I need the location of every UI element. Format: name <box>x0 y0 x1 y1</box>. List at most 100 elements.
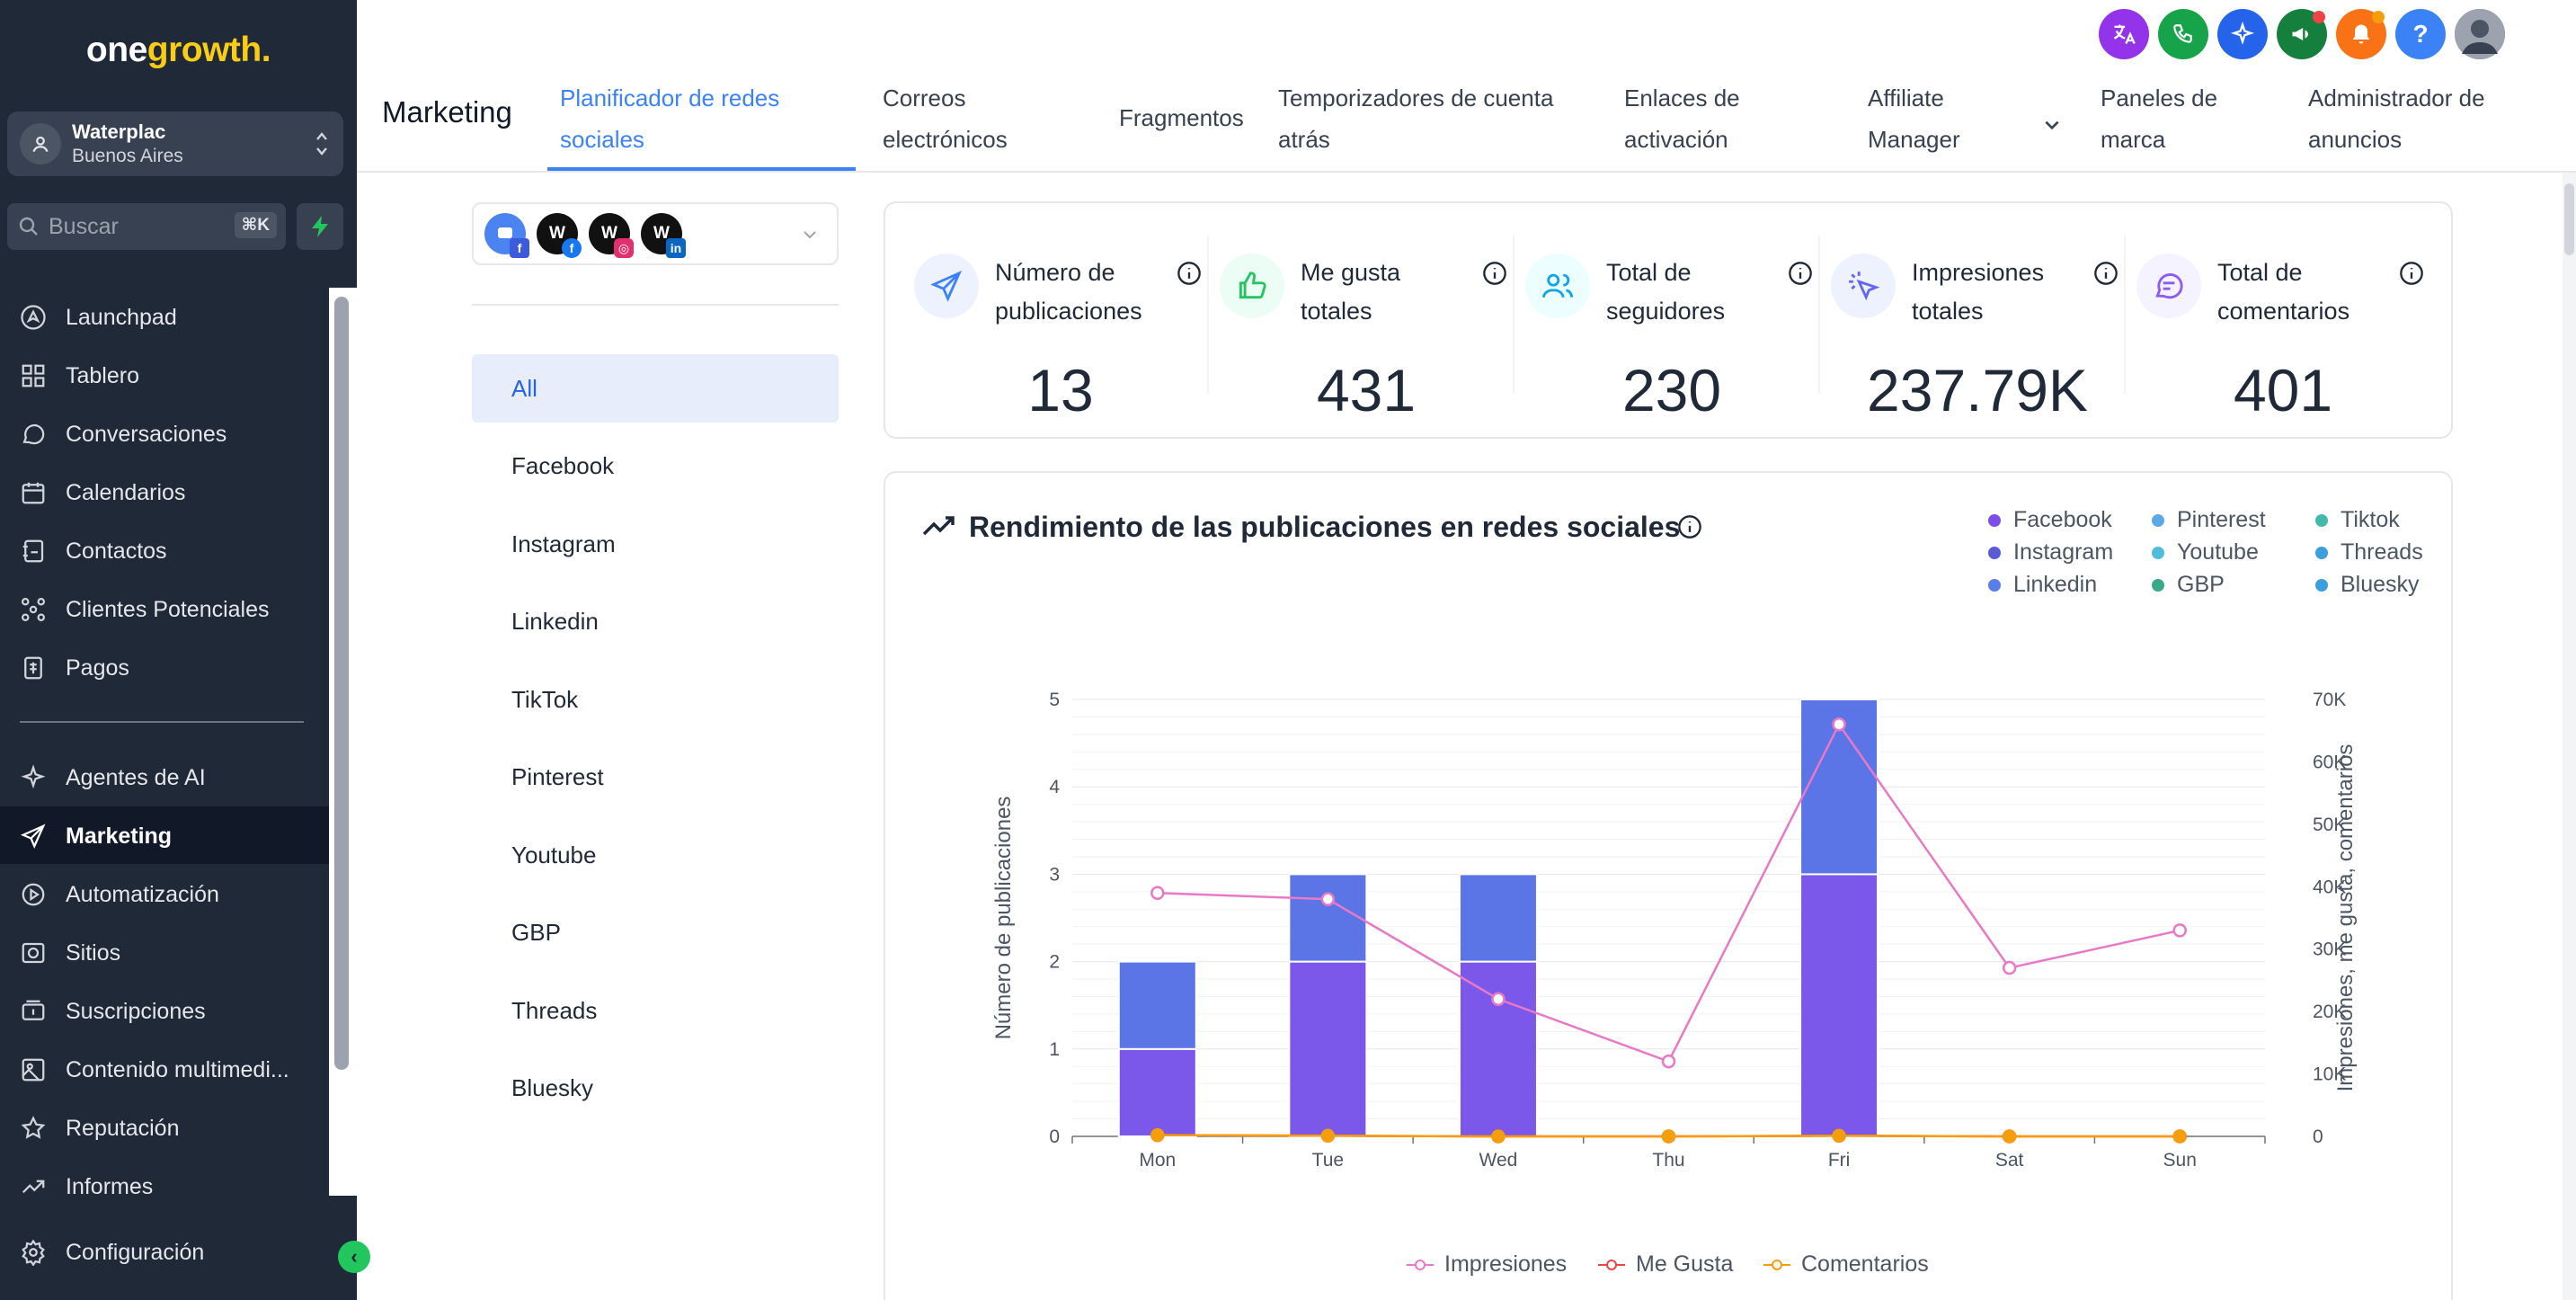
point-impresiones <box>2002 960 2017 975</box>
legend-item-pinterest[interactable]: Pinterest <box>2152 507 2266 533</box>
quick-action-button[interactable] <box>297 203 343 250</box>
notifications-button[interactable] <box>2336 9 2386 59</box>
point-comentarios <box>1150 1127 1165 1143</box>
filter-gbp[interactable]: GBP <box>511 919 561 946</box>
sidebar-item-label: Agentes de AI <box>66 765 206 790</box>
phone-button[interactable] <box>2158 9 2208 59</box>
tab-label-line1: Planificador de redes <box>560 85 780 111</box>
sidebar-item-informes[interactable]: Informes <box>0 1157 329 1215</box>
sidebar-item-calendarios[interactable]: Calendarios <box>0 463 329 521</box>
sidebar-item-contactos[interactable]: Contactos <box>0 521 329 579</box>
translate-button[interactable] <box>2099 9 2149 59</box>
tab-administrador-de-anuncios[interactable]: Administrador de anuncios <box>2308 77 2485 160</box>
main-scrollbar[interactable] <box>2563 173 2576 1300</box>
sidebar-item-reputacion[interactable]: Reputación <box>0 1099 329 1156</box>
info-icon[interactable] <box>2399 261 2424 290</box>
sidebar-scrollbar[interactable] <box>334 297 349 1070</box>
filter-instagram[interactable]: Instagram <box>511 530 616 557</box>
bar-linkedin <box>1288 873 1368 963</box>
translate-icon <box>2113 24 2136 44</box>
filter-all[interactable]: All <box>472 354 839 423</box>
sidebar-item-marketing[interactable]: Marketing <box>0 806 329 864</box>
info-icon[interactable] <box>1482 261 1507 290</box>
avatar-letter: W <box>653 224 670 243</box>
sidebar-item-sitios[interactable]: Sitios <box>0 923 329 981</box>
collapse-sidebar-button[interactable]: ‹ <box>338 1241 370 1273</box>
legend-item-gbp[interactable]: GBP <box>2152 572 2225 598</box>
sidebar-item-automatizacion[interactable]: Automatización <box>0 865 329 922</box>
sidebar-item-launchpad[interactable]: Launchpad <box>0 288 329 345</box>
y-tick-label: 2 <box>1049 952 1060 973</box>
brand-logo[interactable]: onegrowth. <box>0 31 357 70</box>
tab-planificador-de-redes-sociales[interactable]: Planificador de redes sociales <box>560 77 779 160</box>
help-button[interactable]: ? <box>2395 9 2446 59</box>
tab-temporizadores-de-cuenta-atras[interactable]: Temporizadores de cuenta atrás <box>1278 77 1553 160</box>
tab-enlaces-de-activacion[interactable]: Enlaces de activación <box>1624 77 1740 160</box>
legend-label: Facebook <box>2013 507 2112 532</box>
filter-tiktok[interactable]: TikTok <box>511 685 579 713</box>
account-avatar-group: f <box>484 213 529 258</box>
legend-item-linkedin[interactable]: Linkedin <box>1988 572 2097 598</box>
legend-swatch <box>1988 513 2001 527</box>
sidebar-item-contenido-multimedi[interactable]: Contenido multimedi... <box>0 1040 329 1098</box>
legend-item-me-gusta[interactable]: Me Gusta <box>1598 1251 1733 1278</box>
filter-linkedin[interactable]: Linkedin <box>511 608 599 635</box>
filter-facebook[interactable]: Facebook <box>511 452 615 479</box>
info-icon[interactable] <box>1677 514 1702 544</box>
sidebar-item-pagos[interactable]: Pagos <box>0 638 329 696</box>
info-icon[interactable] <box>1788 261 1813 290</box>
sidebar-item-label: Conversaciones <box>66 422 227 447</box>
sidebar-item-suscripciones[interactable]: Suscripciones <box>0 982 329 1039</box>
top-bar: Marketing Planificador de redes sociales C… <box>357 0 2576 173</box>
sidebar-item-settings[interactable]: Configuración <box>0 1223 329 1280</box>
account-switcher[interactable]: Waterplac Buenos Aires <box>7 111 343 176</box>
filter-pinterest[interactable]: Pinterest <box>511 763 604 790</box>
filter-youtube[interactable]: Youtube <box>511 841 597 868</box>
legend-item-instagram[interactable]: Instagram <box>1988 539 2113 565</box>
legend-item-impresiones[interactable]: Impresiones <box>1407 1251 1567 1278</box>
legend-item-bluesky[interactable]: Bluesky <box>2315 572 2420 598</box>
stat-divider <box>1818 236 1820 394</box>
stat-value: 431 <box>1316 357 1417 423</box>
tab-affiliate-manager[interactable]: Affiliate Manager <box>1868 77 2059 160</box>
user-avatar[interactable] <box>2455 9 2505 59</box>
sidebar-item-conversaciones[interactable]: Conversaciones <box>0 405 329 462</box>
info-icon[interactable] <box>2093 261 2119 290</box>
sidebar-divider <box>20 721 304 723</box>
filter-threads[interactable]: Threads <box>511 996 598 1024</box>
sidebar-item-clientes-potenciales[interactable]: Clientes Potenciales <box>0 580 329 637</box>
main-scrollbar-thumb[interactable] <box>2564 183 2574 255</box>
info-icon[interactable] <box>1177 261 1202 290</box>
legend-item-comentarios[interactable]: Comentarios <box>1763 1251 1929 1278</box>
stats-card: Número de publicaciones 13 Me gusta totale… <box>884 201 2453 439</box>
point-comentarios <box>1661 1129 1676 1144</box>
group-icon <box>498 227 512 238</box>
x-tick-label: Wed <box>1479 1150 1518 1171</box>
legend-swatch <box>1988 578 2001 592</box>
tab-correos-electronicos[interactable]: Correos electrónicos <box>883 77 1008 160</box>
legend-line-marker <box>1407 1259 1434 1270</box>
tab-fragmentos[interactable]: Fragmentos <box>1119 97 1244 138</box>
search-box[interactable]: Buscar ⌘K <box>7 203 286 250</box>
filter-bluesky[interactable]: Bluesky <box>511 1074 594 1101</box>
sidebar-item-tablero[interactable]: Tablero <box>0 346 329 404</box>
users-icon <box>1525 254 1590 318</box>
announcements-button[interactable] <box>2277 9 2327 59</box>
legend-item-youtube[interactable]: Youtube <box>2152 539 2259 565</box>
legend-item-tiktok[interactable]: Tiktok <box>2315 507 2400 533</box>
tab-label-line1: Fragmentos <box>1119 104 1244 131</box>
sidebar-item-agentes-de-ai[interactable]: Agentes de AI <box>0 748 329 806</box>
y-right-tick-label: 20K <box>2313 1002 2346 1022</box>
active-tab-indicator <box>547 167 856 171</box>
tab-label-line2: sociales <box>560 126 644 153</box>
bell-icon <box>2352 24 2370 44</box>
legend-item-threads[interactable]: Threads <box>2315 539 2423 565</box>
ai-sparkle-button[interactable] <box>2217 9 2268 59</box>
legend-swatch <box>2315 546 2328 559</box>
sidebar-item-label: Sitios <box>66 940 121 966</box>
tab-paneles-de-marca[interactable]: Paneles de marca <box>2101 77 2217 160</box>
legend-item-facebook[interactable]: Facebook <box>1988 507 2112 533</box>
header-actions: ? <box>2099 9 2505 59</box>
y-tick-label: 0 <box>1049 1126 1060 1147</box>
